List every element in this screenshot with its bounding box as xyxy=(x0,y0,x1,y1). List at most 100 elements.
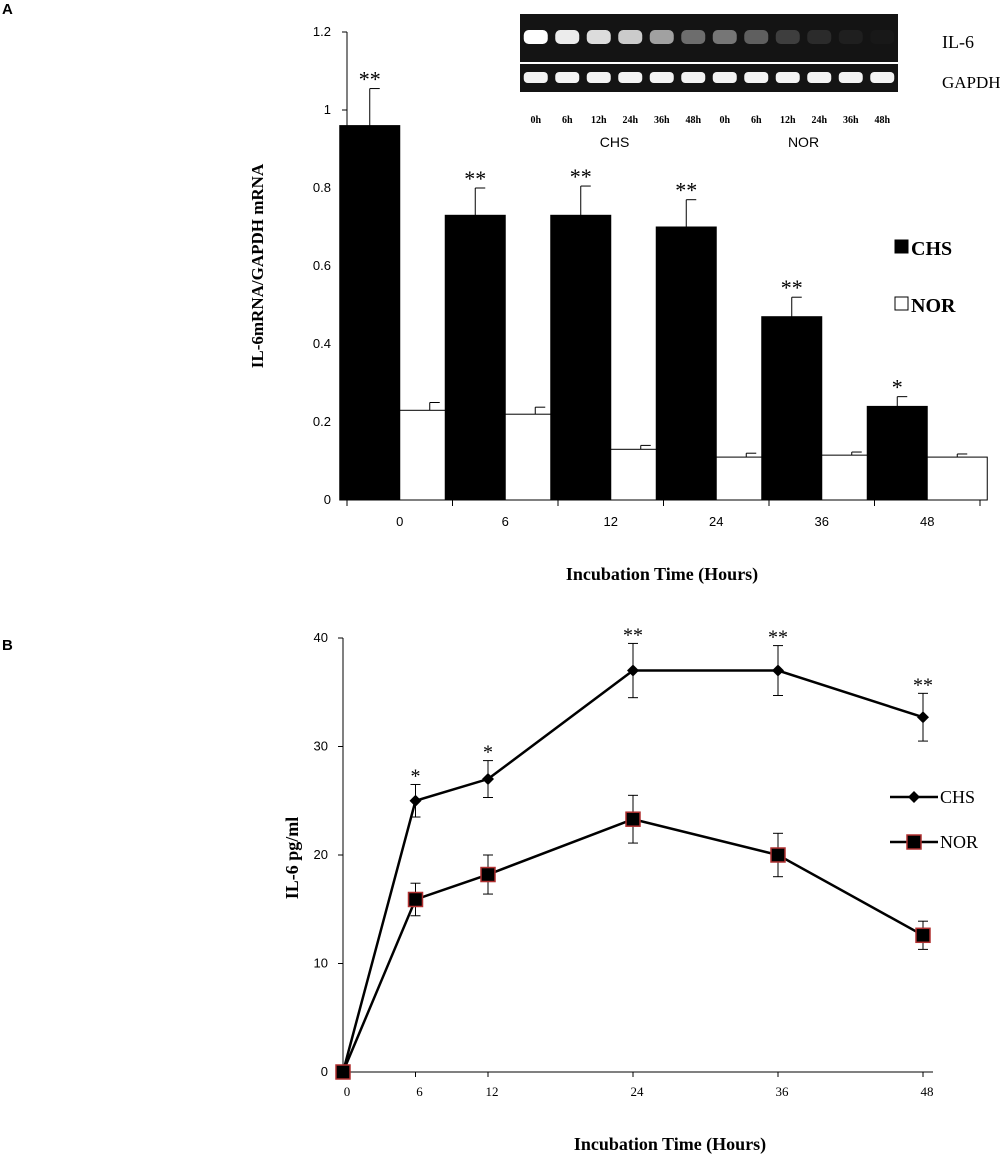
significance-mark: ** xyxy=(913,674,933,696)
point-nor xyxy=(407,891,424,908)
y-tick-label: 20 xyxy=(314,847,328,862)
point-nor xyxy=(335,1064,351,1080)
x-tick-label: 12 xyxy=(486,1084,499,1099)
band-il6 xyxy=(681,30,706,44)
gel-group-label: NOR xyxy=(788,134,819,150)
y-tick-label: 40 xyxy=(314,630,328,645)
band-gapdh xyxy=(681,72,706,83)
legend-swatch-chs xyxy=(894,239,909,254)
band-il6 xyxy=(523,30,548,44)
bar-chs xyxy=(444,214,506,501)
lane-label: 0h xyxy=(530,115,541,126)
x-tick-label: 36 xyxy=(815,514,829,529)
bar-chs xyxy=(339,125,401,501)
y-tick-label: 1 xyxy=(324,102,331,117)
legend-swatch-nor xyxy=(894,296,909,311)
lane-label: 6h xyxy=(751,115,762,126)
band-gapdh xyxy=(618,72,643,83)
band-gapdh xyxy=(870,72,895,83)
lane-label: 24h xyxy=(811,115,827,126)
legend-marker-nor xyxy=(906,834,922,850)
x-tick-label: 24 xyxy=(631,1084,645,1099)
lane-label: 48h xyxy=(874,115,890,126)
lane-label: 12h xyxy=(591,115,607,126)
point-chs xyxy=(409,794,422,807)
y-tick-label: 0.4 xyxy=(313,336,331,351)
legend-label: CHS xyxy=(940,787,975,807)
significance-mark: ** xyxy=(464,166,486,191)
band-il6 xyxy=(870,30,894,44)
significance-mark: ** xyxy=(570,164,592,189)
y-tick-label: 0.8 xyxy=(313,180,331,195)
significance-mark: * xyxy=(892,375,903,400)
x-tick-label: 48 xyxy=(921,1084,934,1099)
line-chs xyxy=(341,669,924,1073)
y-tick-label: 0 xyxy=(321,1064,328,1079)
y-tick-label: 0.6 xyxy=(313,258,331,273)
band-il6 xyxy=(744,30,769,44)
legend-marker-chs xyxy=(908,791,920,803)
lane-label: 36h xyxy=(843,115,859,126)
gel-group-label: CHS xyxy=(600,134,630,150)
gel-inset: 0h 6h 12h 24h 36h 48h 0h 6h 12h 24h 36h 48h IL-6 GAPD… xyxy=(520,14,1000,150)
point-nor xyxy=(625,811,641,827)
band-gapdh xyxy=(712,72,737,83)
y-tick-label: 1.2 xyxy=(313,24,331,39)
bar-chs xyxy=(761,316,823,501)
x-tick-label: 12 xyxy=(604,514,618,529)
band-gapdh xyxy=(775,72,800,83)
band-il6 xyxy=(555,30,580,44)
chart-b-legend: CHS NOR xyxy=(890,787,978,852)
chart-b-xlabel: Incubation Time (Hours) xyxy=(574,1134,766,1155)
bar-nor xyxy=(926,456,988,501)
lane-label: 36h xyxy=(654,115,670,126)
point-chs xyxy=(917,711,929,724)
gel-strip-gapdh xyxy=(520,64,898,92)
x-tick-label: 6 xyxy=(502,514,509,529)
lane-label: 0h xyxy=(719,115,730,126)
chart-b-ylabel: IL-6 pg/ml xyxy=(282,817,302,900)
legend-label: NOR xyxy=(911,295,956,317)
chart-b-axes: 0 10 20 30 40 0 6 12 24 36 48 xyxy=(314,630,934,1099)
gel-row-label: GAPDH xyxy=(942,73,1000,92)
band-il6 xyxy=(586,30,611,44)
y-tick-label: 0 xyxy=(324,492,331,507)
panel-b: B IL-6 pg/ml Incubation Time (Hours) 0 10… xyxy=(2,624,978,1155)
band-il6 xyxy=(618,30,643,44)
legend-label: NOR xyxy=(940,832,978,852)
point-chs xyxy=(627,664,639,677)
band-il6 xyxy=(807,30,832,44)
point-nor xyxy=(770,847,786,863)
band-gapdh xyxy=(555,72,580,83)
line-nor xyxy=(341,817,924,1073)
chart-a-axes: 0 0.2 0.4 0.6 0.8 1 1.2 0 6 12 24 36 48 xyxy=(313,24,981,529)
bar-chs xyxy=(655,226,717,501)
band-gapdh xyxy=(807,72,832,83)
x-tick-label: 6 xyxy=(416,1084,423,1099)
x-tick-label: 0 xyxy=(344,1084,351,1099)
x-tick-label: 36 xyxy=(776,1084,790,1099)
bar-chs xyxy=(550,214,612,501)
point-nor xyxy=(915,927,931,944)
y-tick-label: 10 xyxy=(314,956,328,971)
panel-label-a: A xyxy=(2,1,13,18)
significance-mark: ** xyxy=(781,275,803,300)
band-il6 xyxy=(838,30,863,44)
gel-row-label: IL-6 xyxy=(942,32,974,52)
band-il6 xyxy=(649,30,674,44)
chart-a-legend: CHS NOR xyxy=(894,238,956,317)
chart-a-bars: **** ******* xyxy=(339,67,988,501)
point-chs xyxy=(482,773,494,786)
x-tick-label: 24 xyxy=(709,514,723,529)
band-il6 xyxy=(712,30,737,44)
panel-a: A IL-6mRNA/GAPDH mRNA Incubation Time (H… xyxy=(2,1,1000,585)
significance-mark: ** xyxy=(768,627,788,649)
band-gapdh xyxy=(586,72,611,83)
significance-mark: ** xyxy=(675,178,697,203)
x-tick-label: 48 xyxy=(920,514,934,529)
lane-label: 6h xyxy=(562,115,573,126)
gel-strip-il6 xyxy=(520,14,898,62)
legend-label: CHS xyxy=(911,238,952,260)
point-chs xyxy=(772,664,784,677)
